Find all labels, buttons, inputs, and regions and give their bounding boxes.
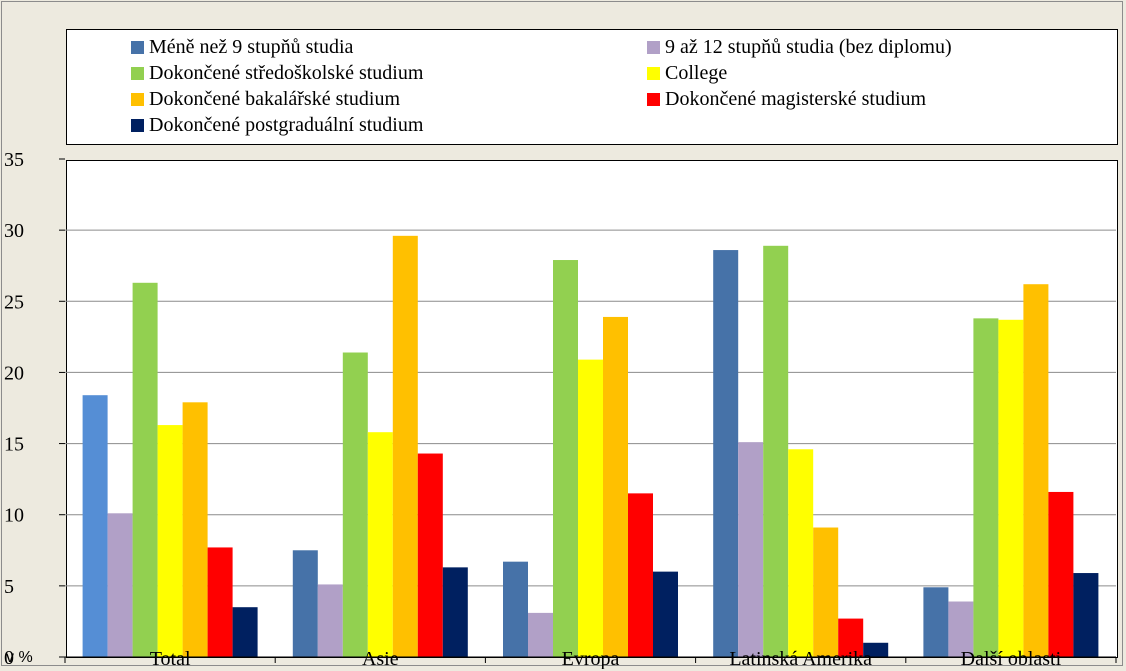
bar xyxy=(442,567,468,657)
bar xyxy=(973,318,999,657)
legend-label: Dokončené středoškolské studium xyxy=(149,61,424,84)
bar xyxy=(923,587,949,657)
bar xyxy=(292,550,318,657)
legend-item: Dokončené bakalářské studium xyxy=(131,86,400,112)
bar xyxy=(207,547,233,657)
y-tick-label: 15 xyxy=(4,434,24,456)
bar xyxy=(998,319,1024,657)
legend-item: 9 až 12 stupňů studia (bez diplomu) xyxy=(647,34,952,60)
y-tick-label: 0 xyxy=(4,647,14,669)
unit-label-layer: v % xyxy=(6,649,33,666)
bar xyxy=(82,395,108,657)
bar xyxy=(578,359,603,657)
y-tick-label: 10 xyxy=(4,505,24,527)
bar xyxy=(863,642,889,657)
bar xyxy=(628,493,653,657)
legend-swatch xyxy=(647,40,660,54)
chart-legend: Méně než 9 stupňů studia 9 až 12 stupňů s… xyxy=(66,29,1118,145)
bar xyxy=(653,571,678,657)
legend-item: Méně než 9 stupňů studia xyxy=(131,34,353,60)
bar xyxy=(528,612,553,657)
bar xyxy=(603,316,628,657)
category-label: Asie xyxy=(362,648,399,669)
bar xyxy=(1048,491,1074,657)
bar xyxy=(948,601,974,657)
legend-swatch xyxy=(131,92,144,106)
y-tick-label: 35 xyxy=(4,149,24,171)
legend-swatch xyxy=(131,40,144,54)
category-label: Latinská Amerika xyxy=(729,648,872,669)
bar xyxy=(713,250,739,657)
legend-label: Dokončené magisterské studium xyxy=(665,87,927,110)
bar xyxy=(367,432,393,657)
legend-swatch xyxy=(647,92,660,106)
bar xyxy=(813,527,839,657)
legend-label: Dokončené postgraduální studium xyxy=(149,113,424,136)
bar xyxy=(417,453,443,657)
bar xyxy=(157,425,183,657)
bar xyxy=(342,352,368,657)
legend-label: College xyxy=(665,61,728,84)
category-label: Další oblasti xyxy=(961,648,1062,669)
legend-item: Dokončené postgraduální studium xyxy=(131,112,423,138)
bar xyxy=(763,245,789,657)
legend-label: Méně než 9 stupňů studia xyxy=(149,35,354,58)
bar xyxy=(838,618,864,657)
category-label: Total xyxy=(150,648,191,669)
legend-item: Dokončené středoškolské studium xyxy=(131,60,423,86)
y-tick-label: 5 xyxy=(4,576,14,598)
legend-item: Dokončené magisterské studium xyxy=(647,86,926,112)
bar xyxy=(392,235,418,657)
legend-swatch xyxy=(647,66,660,80)
legend-swatch xyxy=(131,66,144,80)
bar xyxy=(1073,573,1099,657)
legend-label: 9 až 12 stupňů studia (bez diplomu) xyxy=(665,35,952,58)
bar xyxy=(232,607,258,657)
y-tick-label: 20 xyxy=(4,362,24,384)
y-tick-label: 30 xyxy=(4,220,24,242)
bar xyxy=(738,442,764,657)
legend-item: College xyxy=(647,60,727,86)
bar xyxy=(132,282,158,657)
legend-swatch xyxy=(131,118,144,132)
bar xyxy=(553,260,578,657)
bar xyxy=(788,449,814,657)
legend-label: Dokončené bakalářské studium xyxy=(149,87,401,110)
bar xyxy=(107,513,133,657)
unit-label: v % xyxy=(6,649,33,666)
category-label: Evropa xyxy=(562,648,620,669)
bar xyxy=(1023,284,1049,657)
bar xyxy=(317,584,343,657)
bar xyxy=(182,402,208,657)
bar xyxy=(503,561,528,657)
y-tick-label: 25 xyxy=(4,291,24,313)
